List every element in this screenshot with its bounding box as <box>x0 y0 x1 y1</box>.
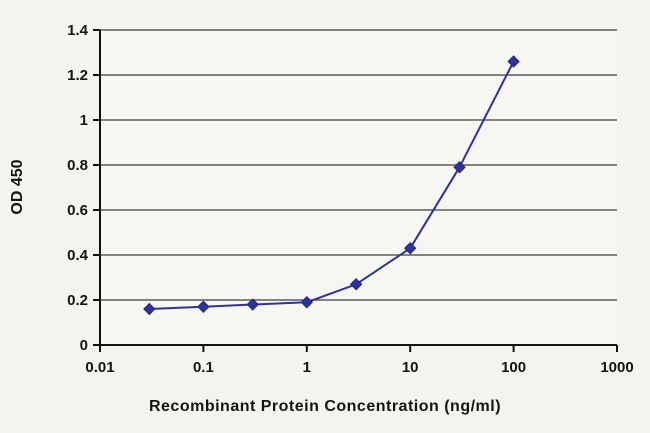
svg-text:0.01: 0.01 <box>85 359 114 376</box>
svg-text:1.2: 1.2 <box>67 67 88 84</box>
svg-text:0.4: 0.4 <box>67 247 89 264</box>
svg-text:0.2: 0.2 <box>67 292 88 309</box>
svg-text:100: 100 <box>501 359 526 376</box>
x-axis-label: Recombinant Protein Concentration (ng/ml… <box>148 398 502 415</box>
svg-text:0: 0 <box>80 337 88 354</box>
svg-text:1.4: 1.4 <box>67 22 89 39</box>
svg-text:1: 1 <box>80 112 88 129</box>
y-axis-label: OD 450 <box>9 159 26 215</box>
svg-text:1000: 1000 <box>600 359 633 376</box>
svg-text:0.1: 0.1 <box>193 359 214 376</box>
svg-text:0.6: 0.6 <box>67 202 88 219</box>
svg-text:10: 10 <box>402 359 419 376</box>
svg-text:0.8: 0.8 <box>67 157 88 174</box>
svg-text:1: 1 <box>303 359 311 376</box>
